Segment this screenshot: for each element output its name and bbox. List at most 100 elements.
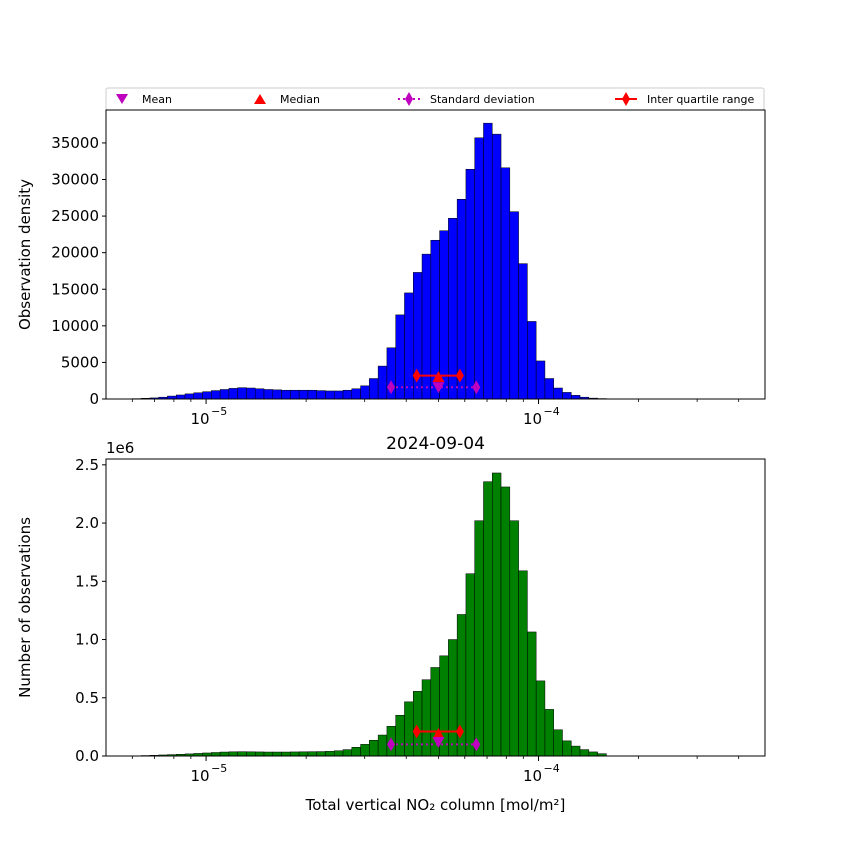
x-tick-exponent: −4	[544, 762, 560, 775]
histogram-bar	[255, 752, 264, 756]
y-tick-label: 30000	[51, 171, 99, 189]
y-tick-label: 15000	[51, 280, 99, 298]
histogram-bar	[571, 746, 580, 756]
histogram-bar	[176, 395, 185, 399]
legend-label-inter-quartile-range: Inter quartile range	[647, 93, 754, 106]
histogram-bar	[422, 254, 431, 399]
histogram-bar	[483, 123, 492, 399]
histogram-bar	[492, 473, 501, 756]
histogram-bar	[282, 752, 291, 756]
histogram-bar	[501, 487, 510, 756]
histogram-bar	[290, 390, 299, 399]
y-tick-label: 35000	[51, 134, 99, 152]
histogram-bar	[352, 389, 361, 399]
histogram-bar	[527, 632, 536, 756]
histogram-bar	[440, 231, 449, 399]
histogram-bar	[545, 709, 554, 756]
histogram-bar	[466, 169, 475, 399]
bottom-y-scale-label: 1e6	[106, 439, 134, 457]
histogram-bar	[264, 389, 273, 399]
histogram-bar	[378, 735, 387, 756]
histogram-bar	[229, 388, 238, 399]
histogram-bar	[246, 388, 255, 399]
y-tick-label: 2.5	[75, 456, 99, 474]
bottom-x-axis-label: Total vertical NO₂ column [mol/m²]	[305, 796, 566, 814]
histogram-bar	[334, 751, 343, 756]
histogram-bar	[510, 212, 519, 399]
histogram-bar	[325, 751, 334, 756]
y-tick-label: 10000	[51, 317, 99, 335]
y-tick-label: 1.5	[75, 572, 99, 590]
histogram-bar	[273, 390, 282, 399]
histogram-bar	[519, 264, 528, 399]
top-y-axis-label: Observation density	[16, 179, 34, 330]
histogram-bar	[264, 752, 273, 756]
histogram-bar	[519, 571, 528, 756]
histogram-bar	[185, 394, 194, 399]
histogram-bar	[203, 392, 212, 399]
histogram-bar	[475, 521, 484, 756]
histogram-bar	[361, 386, 370, 399]
y-tick-label: 5000	[61, 353, 99, 371]
x-tick-exponent: −5	[211, 405, 227, 418]
histogram-bar	[589, 752, 598, 756]
histogram-bar	[299, 390, 308, 399]
histogram-bar	[361, 744, 370, 756]
histogram-bar	[325, 391, 334, 399]
histogram-bar	[510, 521, 519, 756]
histogram-bar	[527, 321, 536, 399]
histogram-bar	[483, 482, 492, 756]
histogram-bar	[282, 390, 291, 399]
histogram-bar	[229, 752, 238, 756]
x-tick-exponent: −4	[544, 405, 560, 418]
histogram-bar	[246, 752, 255, 756]
histogram-bar	[457, 199, 466, 399]
x-tick-exponent: −5	[211, 762, 227, 775]
y-tick-label: 0.0	[75, 747, 99, 765]
histogram-bar	[536, 681, 545, 756]
histogram-bar	[562, 741, 571, 756]
histogram-bar	[369, 740, 378, 756]
histogram-bar	[369, 379, 378, 399]
histogram-bar	[466, 574, 475, 756]
histogram-bar	[448, 640, 457, 756]
histogram-bar	[238, 388, 247, 399]
x-tick-label: 10	[191, 410, 210, 428]
histogram-bar	[396, 715, 405, 756]
histogram-bar	[317, 391, 326, 399]
histogram-bar	[299, 752, 308, 756]
legend-label-mean: Mean	[142, 93, 172, 106]
histogram-bar	[404, 293, 413, 399]
y-tick-label: 1.0	[75, 631, 99, 649]
histogram-bar	[273, 752, 282, 756]
y-tick-label: 20000	[51, 244, 99, 262]
histogram-bar	[255, 389, 264, 399]
histogram-bar	[308, 390, 317, 399]
legend-label-standard-deviation: Standard deviation	[430, 93, 535, 106]
histogram-bar	[501, 168, 510, 399]
histogram-bar	[343, 390, 352, 399]
histogram-bar	[211, 391, 220, 399]
histogram-bar	[554, 730, 563, 756]
histogram-bar	[404, 702, 413, 756]
histogram-bar	[562, 392, 571, 399]
histogram-bar	[580, 750, 589, 756]
histogram-bar	[448, 218, 457, 399]
y-tick-label: 25000	[51, 207, 99, 225]
histogram-bar	[571, 395, 580, 399]
histogram-bar	[413, 691, 422, 756]
y-tick-label: 0.5	[75, 689, 99, 707]
histogram-bar	[536, 361, 545, 399]
histogram-bar	[378, 366, 387, 399]
histogram-bar	[220, 389, 229, 399]
legend-label-median: Median	[280, 93, 320, 106]
x-tick-label: 10	[523, 767, 542, 785]
histogram-bar	[317, 752, 326, 756]
histogram-bar	[475, 138, 484, 399]
x-tick-label: 10	[191, 767, 210, 785]
histogram-bar	[334, 391, 343, 399]
histogram-bar	[290, 752, 299, 756]
y-tick-label: 0	[89, 390, 99, 408]
histogram-bar	[492, 134, 501, 399]
histogram-bar	[194, 393, 203, 399]
